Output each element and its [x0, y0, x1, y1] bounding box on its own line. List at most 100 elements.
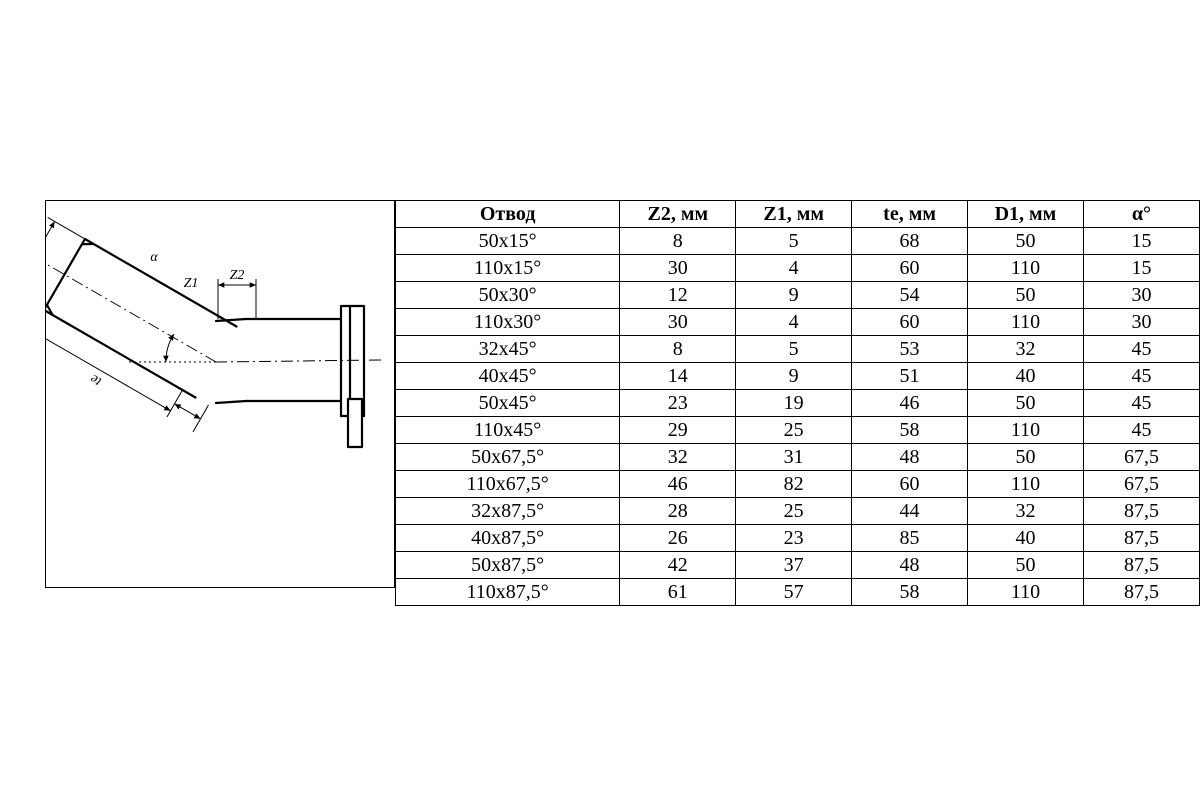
cell-d1: 110 [967, 309, 1083, 336]
dim-z1 [167, 390, 208, 432]
cell-d1: 50 [967, 228, 1083, 255]
cell-te: 85 [852, 525, 968, 552]
cell-z1: 31 [736, 444, 852, 471]
cell-z1: 19 [736, 390, 852, 417]
cell-te: 51 [852, 363, 968, 390]
cell-alpha: 87,5 [1083, 525, 1199, 552]
cell-name: 32х87,5° [396, 498, 620, 525]
cell-z2: 32 [620, 444, 736, 471]
cell-z2: 42 [620, 552, 736, 579]
cell-z2: 30 [620, 309, 736, 336]
cell-alpha: 67,5 [1083, 471, 1199, 498]
cell-d1: 50 [967, 552, 1083, 579]
cell-z2: 8 [620, 336, 736, 363]
content-row: te Z1 Z2 [45, 200, 1200, 606]
page: te Z1 Z2 [0, 0, 1200, 800]
table-row: 50х45°2319465045 [396, 390, 1200, 417]
cell-name: 110х67,5° [396, 471, 620, 498]
label-te: te [88, 371, 104, 389]
centerline [46, 260, 381, 363]
cell-z1: 9 [736, 363, 852, 390]
cell-d1: 40 [967, 525, 1083, 552]
cell-alpha: 30 [1083, 282, 1199, 309]
cell-name: 110х87,5° [396, 579, 620, 606]
table-row: 32х45°85533245 [396, 336, 1200, 363]
cell-d1: 110 [967, 471, 1083, 498]
cell-z2: 46 [620, 471, 736, 498]
cell-z2: 12 [620, 282, 736, 309]
cell-alpha: 15 [1083, 228, 1199, 255]
spec-table-head: Отвод Z2, мм Z1, мм te, мм D1, мм α° [396, 201, 1200, 228]
cell-alpha: 87,5 [1083, 579, 1199, 606]
label-alpha: α [150, 250, 158, 265]
dim-z2 [218, 279, 256, 319]
cell-z2: 61 [620, 579, 736, 606]
table-row: 50х30°129545030 [396, 282, 1200, 309]
cell-name: 50х45° [396, 390, 620, 417]
cell-name: 50х87,5° [396, 552, 620, 579]
cell-name: 50х30° [396, 282, 620, 309]
col-header-name: Отвод [396, 201, 620, 228]
table-row: 110х30°3046011030 [396, 309, 1200, 336]
cell-d1: 110 [967, 255, 1083, 282]
cell-te: 68 [852, 228, 968, 255]
cell-z1: 25 [736, 417, 852, 444]
cell-z2: 8 [620, 228, 736, 255]
spec-table-body: 50х15°85685015110х15°304601101550х30°129… [396, 228, 1200, 606]
table-row: 110х15°3046011015 [396, 255, 1200, 282]
label-z2: Z2 [230, 268, 245, 283]
cell-z1: 25 [736, 498, 852, 525]
table-row: 110х67,5°46826011067,5 [396, 471, 1200, 498]
cell-z1: 57 [736, 579, 852, 606]
cell-d1: 110 [967, 579, 1083, 606]
cell-te: 58 [852, 579, 968, 606]
cell-z2: 23 [620, 390, 736, 417]
dim-alpha [126, 334, 216, 362]
table-row: 32х87,5°2825443287,5 [396, 498, 1200, 525]
cell-alpha: 45 [1083, 417, 1199, 444]
cell-te: 54 [852, 282, 968, 309]
cell-z2: 14 [620, 363, 736, 390]
cell-d1: 32 [967, 498, 1083, 525]
cell-te: 46 [852, 390, 968, 417]
cell-name: 110х30° [396, 309, 620, 336]
cell-alpha: 15 [1083, 255, 1199, 282]
col-header-te: te, мм [852, 201, 968, 228]
cell-z1: 4 [736, 255, 852, 282]
cell-z1: 23 [736, 525, 852, 552]
cell-alpha: 45 [1083, 390, 1199, 417]
cell-name: 50х67,5° [396, 444, 620, 471]
cell-name: 32х45° [396, 336, 620, 363]
table-row: 50х87,5°4237485087,5 [396, 552, 1200, 579]
cell-d1: 32 [967, 336, 1083, 363]
cell-te: 60 [852, 255, 968, 282]
cell-te: 53 [852, 336, 968, 363]
spec-table: Отвод Z2, мм Z1, мм te, мм D1, мм α° 50х… [395, 200, 1200, 606]
cell-z1: 9 [736, 282, 852, 309]
cell-alpha: 87,5 [1083, 552, 1199, 579]
header-row: Отвод Z2, мм Z1, мм te, мм D1, мм α° [396, 201, 1200, 228]
col-header-z1: Z1, мм [736, 201, 852, 228]
table-row: 110х45°29255811045 [396, 417, 1200, 444]
cell-te: 60 [852, 309, 968, 336]
col-header-z2: Z2, мм [620, 201, 736, 228]
cell-z2: 26 [620, 525, 736, 552]
col-header-alpha: α° [1083, 201, 1199, 228]
cell-alpha: 45 [1083, 363, 1199, 390]
cell-d1: 50 [967, 390, 1083, 417]
table-row: 40х45°149514045 [396, 363, 1200, 390]
cell-name: 50х15° [396, 228, 620, 255]
cell-d1: 50 [967, 444, 1083, 471]
cell-te: 58 [852, 417, 968, 444]
cell-z1: 37 [736, 552, 852, 579]
table-row: 110х87,5°61575811087,5 [396, 579, 1200, 606]
diagram-cell: te Z1 Z2 [45, 200, 395, 588]
table-row: 40х87,5°2623854087,5 [396, 525, 1200, 552]
pipe-outline [46, 239, 364, 447]
col-header-d1: D1, мм [967, 201, 1083, 228]
cell-z1: 4 [736, 309, 852, 336]
cell-name: 110х45° [396, 417, 620, 444]
cell-z2: 30 [620, 255, 736, 282]
cell-d1: 40 [967, 363, 1083, 390]
cell-z2: 29 [620, 417, 736, 444]
